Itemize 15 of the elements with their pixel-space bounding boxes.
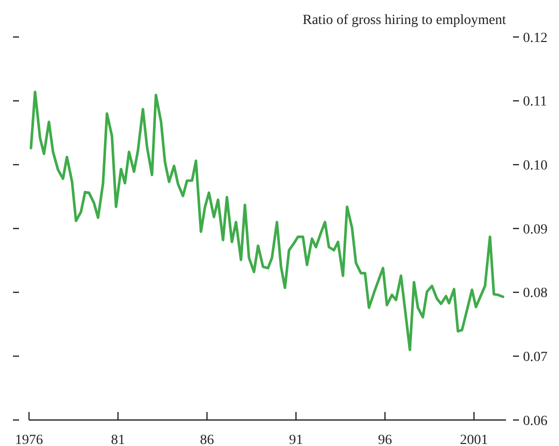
line-series bbox=[30, 90, 504, 352]
x-tick-label: 91 bbox=[288, 433, 303, 446]
y2-tick-label: 0.06 bbox=[523, 414, 548, 429]
y2-tick-label: 0.11 bbox=[523, 94, 547, 110]
x-tick-label: 1976 bbox=[15, 433, 43, 446]
y2-tick-label: 0.07 bbox=[523, 350, 548, 366]
x-tick-label: 86 bbox=[200, 433, 214, 446]
x-tick-label: 81 bbox=[110, 433, 125, 446]
y2-tick-label: 0.08 bbox=[523, 286, 548, 302]
y2-axis-title: Ratio of gross hiring to employment bbox=[302, 13, 506, 28]
y2-tick-label: 0.09 bbox=[523, 222, 548, 238]
y2-tick-label: 0.12 bbox=[523, 30, 548, 46]
x-tick-label: 96 bbox=[378, 433, 392, 446]
y2-tick-label: 0.10 bbox=[523, 158, 548, 174]
x-tick-label: 2001 bbox=[460, 433, 488, 446]
